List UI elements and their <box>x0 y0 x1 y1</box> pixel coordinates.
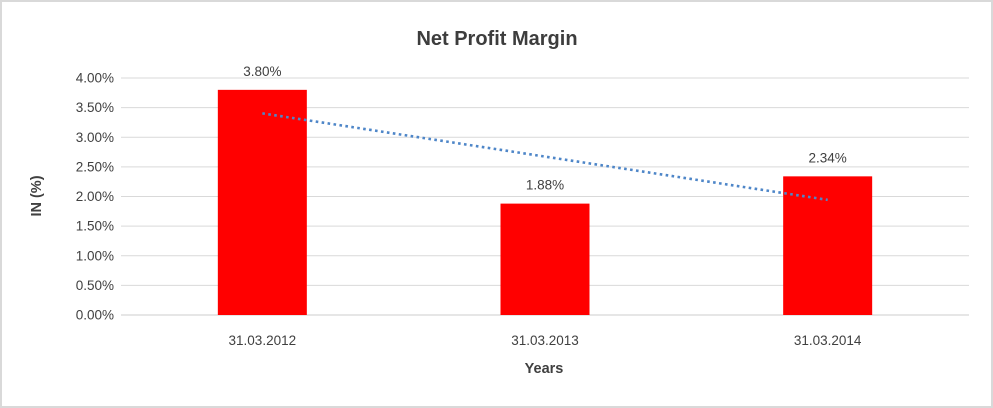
x-tick-label: 31.03.2012 <box>229 333 297 348</box>
y-tick-labels-layer: 0.00% 0.50% 1.00% 1.50% 2.00% 2.50% 3.00% 3.50%… <box>76 71 114 323</box>
chart-title: Net Profit Margin <box>416 28 577 50</box>
bar <box>217 89 307 315</box>
y-tick-label: 2.00% <box>76 189 114 204</box>
x-tick-label: 31.03.2013 <box>511 333 579 348</box>
y-tick-label: 1.00% <box>76 248 114 263</box>
y-tick-label: 4.00% <box>76 71 114 86</box>
bar-value-label: 2.34% <box>809 150 847 165</box>
y-tick-label: 1.50% <box>76 219 114 234</box>
x-tick-label: 31.03.2014 <box>794 333 862 348</box>
bar <box>783 176 873 315</box>
y-tick-label: 2.50% <box>76 159 114 174</box>
y-tick-label: 3.50% <box>76 100 114 115</box>
x-axis-title: Years <box>525 361 564 377</box>
y-tick-label: 3.00% <box>76 130 114 145</box>
linear-trendline <box>262 112 828 202</box>
data-labels-layer: 3.80% 1.88% 2.34% <box>243 64 847 193</box>
y-axis-title: IN (%) <box>29 175 45 216</box>
y-tick-label: 0.00% <box>76 308 114 323</box>
y-tick-label: 0.50% <box>76 278 114 293</box>
bar-value-label: 3.80% <box>243 64 281 79</box>
bar-value-label: 1.88% <box>526 178 564 193</box>
x-tick-labels-layer: 31.03.2012 31.03.2013 31.03.2014 <box>229 333 862 348</box>
bars-layer <box>217 89 873 315</box>
bar <box>500 203 590 315</box>
